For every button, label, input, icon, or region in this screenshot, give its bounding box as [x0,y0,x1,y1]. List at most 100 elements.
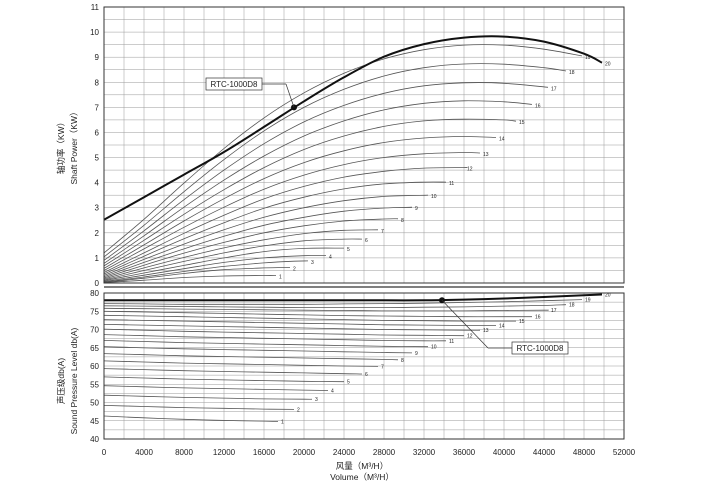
sound-series-label: 13 [483,328,489,334]
sound-plot-frame [103,292,625,440]
sound-y-axis-title: Sound Pressure Level db(A) [69,327,79,434]
sound-series-label: 17 [551,308,557,314]
power-series-line [103,82,549,261]
power-series-line [103,44,583,254]
power-callout-text: RTC-1000D8 [211,80,259,89]
x-tick-label: 36000 [453,448,476,457]
sound-series-line [103,310,532,318]
sound-series-label: 11 [449,339,454,345]
power-series-line [103,100,533,264]
power-y-tick-label: 11 [91,3,100,12]
power-series-line [103,254,327,282]
power-y-tick-label: 1 [95,254,100,263]
power-series-line [103,136,497,269]
x-axis-title: Volume（M³/H） [330,472,394,482]
x-tick-label: 44000 [533,448,556,457]
power-y-tick-label: 8 [95,78,100,87]
sound-series-line [103,340,429,348]
sound-series-line [103,394,313,400]
sound-series-line [103,307,549,312]
sound-series-label: 14 [499,323,505,329]
x-tick-label: 28000 [373,448,396,457]
x-tick-label: 0 [102,448,107,457]
power-series-label: 10 [431,194,437,200]
sound-series-label: 19 [585,298,591,304]
power-series-label: 8 [401,218,404,224]
power-series-label: 18 [569,70,575,76]
power-series-line [103,63,567,258]
power-series-line [103,181,447,275]
x-tick-label: 48000 [573,448,596,457]
power-series-label: 17 [551,86,557,92]
sound-series-label: 8 [401,358,404,364]
sound-y-tick-label: 80 [90,289,99,298]
sound-y-tick-label: 65 [90,344,99,353]
power-series-label: 3 [311,260,314,266]
power-series-line [103,267,291,283]
x-tick-label: 52000 [613,448,636,457]
power-series-line [103,206,413,278]
power-series-line [103,260,309,283]
power-series-label: 7 [381,229,384,235]
sound-callout-text: RTC-1000D8 [517,344,565,353]
x-tick-label: 40000 [493,448,516,457]
power-series-label: 12 [467,167,473,173]
sound-series-line [103,328,465,337]
power-series-label: 9 [415,206,418,212]
power-series-label: 13 [483,152,489,158]
sound-y-tick-label: 75 [90,307,99,316]
sound-y-tick-label: 70 [90,326,99,335]
power-y-tick-label: 4 [95,179,100,188]
power-series-line [103,229,379,280]
power-series-line [103,194,429,276]
x-tick-label: 16000 [253,448,276,457]
sound-series-label: 1 [281,419,284,425]
power-series-line [103,118,517,267]
sound-series-label: 16 [535,315,541,321]
power-y-tick-label: 9 [95,53,100,62]
power-y-tick-label: 5 [95,154,100,163]
power-series-line [103,167,468,273]
sound-series-line [103,304,567,309]
power-series-label: 5 [347,247,350,253]
power-y-tick-label: 7 [95,103,100,112]
power-plot-frame [103,6,625,284]
sound-series-label: 3 [315,397,318,403]
sound-series-label: 15 [519,319,525,325]
sound-series-label: 10 [431,345,437,351]
sound-series-line [103,346,413,354]
sound-y-tick-label: 60 [90,362,99,371]
sound-y-tick-label: 40 [90,435,99,444]
sound-series-line [103,299,583,305]
sound-series-line [103,314,516,322]
sound-series-line [103,385,329,391]
power-series-line [103,218,399,279]
sound-series-line [103,353,399,361]
power-y-axis-title: Shaft Power（KW） [69,108,79,185]
sound-series-label: 9 [415,351,418,357]
sound-series-label: 18 [569,303,575,309]
x-tick-label: 12000 [213,448,236,457]
power-series-label: 4 [329,254,332,260]
sound-series-line [103,319,496,326]
sound-series-label: 2 [297,407,300,413]
power-series-label: 14 [499,136,505,142]
power-series-label: 16 [535,103,541,109]
x-tick-label: 4000 [135,448,153,457]
power-callout-leader [285,83,295,108]
power-series-line [103,238,363,281]
sound-series-line [103,324,481,331]
power-series-label: 15 [519,120,525,126]
sound-y-tick-label: 45 [90,417,99,426]
sound-series-line [103,334,447,342]
sound-series-line [104,293,603,302]
power-series-line [103,247,345,282]
power-y-tick-label: 6 [95,128,100,137]
sound-series-label: 6 [365,372,368,378]
power-y-tick-label: 3 [95,204,100,213]
power-series-label: 11 [449,181,454,187]
x-tick-label: 20000 [293,448,316,457]
sound-y-axis-title-cn: 声压级db(A) [56,358,66,404]
sound-series-label: 4 [331,388,334,394]
